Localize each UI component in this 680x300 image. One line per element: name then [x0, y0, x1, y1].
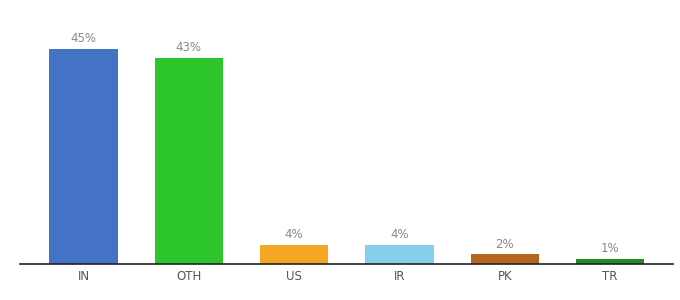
Text: 2%: 2% [496, 238, 514, 250]
Bar [365, 245, 434, 264]
Text: 45%: 45% [71, 32, 97, 45]
Bar [50, 49, 118, 264]
Bar [260, 245, 328, 264]
Bar [154, 58, 223, 264]
Text: 43%: 43% [176, 41, 202, 54]
Bar [576, 259, 644, 264]
Bar [471, 254, 539, 264]
Text: 4%: 4% [390, 228, 409, 241]
Text: 4%: 4% [285, 228, 303, 241]
Text: 1%: 1% [600, 242, 619, 255]
